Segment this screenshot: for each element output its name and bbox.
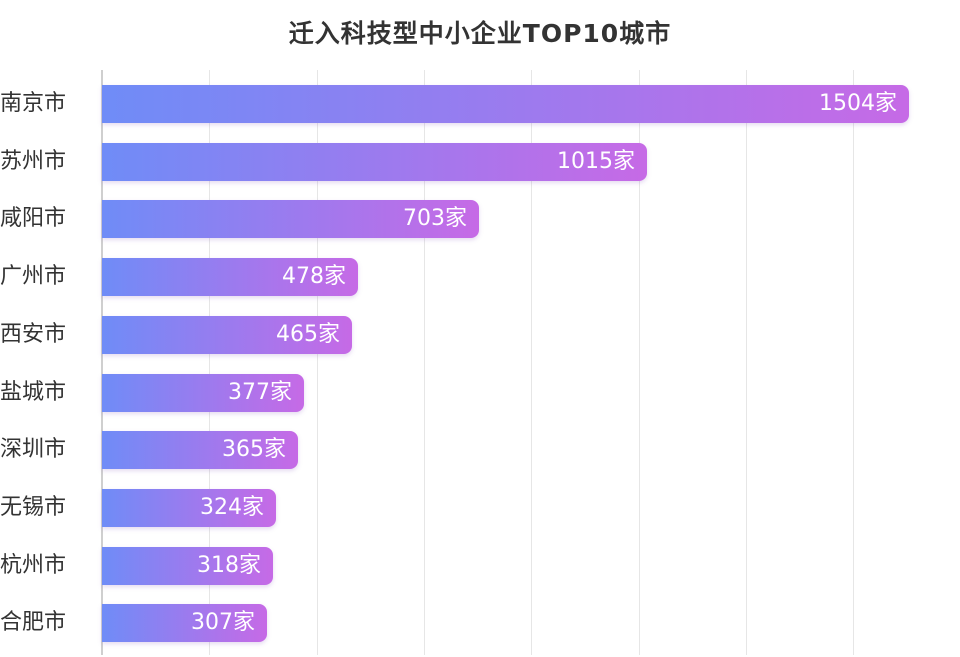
bar: [102, 547, 273, 585]
data-label: 465家: [276, 322, 340, 347]
chart-title: 迁入科技型中小企业TOP10城市: [288, 19, 672, 48]
bar: [102, 143, 647, 181]
bar: [102, 316, 352, 354]
bar: [102, 258, 358, 296]
category-label: 咸阳市: [0, 206, 67, 231]
data-label: 318家: [197, 553, 261, 578]
gridline: [639, 70, 640, 655]
bar: [102, 374, 304, 412]
category-label: 杭州市: [0, 553, 67, 578]
category-label: 苏州市: [0, 149, 67, 174]
y-axis-line: [101, 70, 103, 655]
data-label: 1504家: [819, 91, 897, 116]
gridline: [209, 70, 210, 655]
category-label: 盐城市: [0, 380, 67, 405]
category-label: 南京市: [0, 91, 67, 116]
category-label: 西安市: [0, 322, 67, 347]
bar: [102, 85, 909, 123]
gridline: [746, 70, 747, 655]
data-label: 478家: [282, 264, 346, 289]
category-label: 合肥市: [0, 610, 67, 635]
gridline: [531, 70, 532, 655]
bar: [102, 431, 298, 469]
data-label: 377家: [228, 380, 292, 405]
bar: [102, 489, 276, 527]
category-label: 深圳市: [0, 437, 67, 462]
gridline: [317, 70, 318, 655]
category-label: 无锡市: [0, 495, 67, 520]
data-label: 324家: [200, 495, 264, 520]
data-label: 307家: [191, 610, 255, 635]
data-label: 365家: [222, 437, 286, 462]
data-label: 1015家: [557, 149, 635, 174]
gridline: [853, 70, 854, 655]
bar: [102, 200, 479, 238]
category-label: 广州市: [0, 264, 67, 289]
gridline: [424, 70, 425, 655]
bar: [102, 604, 267, 642]
data-label: 703家: [403, 206, 467, 231]
